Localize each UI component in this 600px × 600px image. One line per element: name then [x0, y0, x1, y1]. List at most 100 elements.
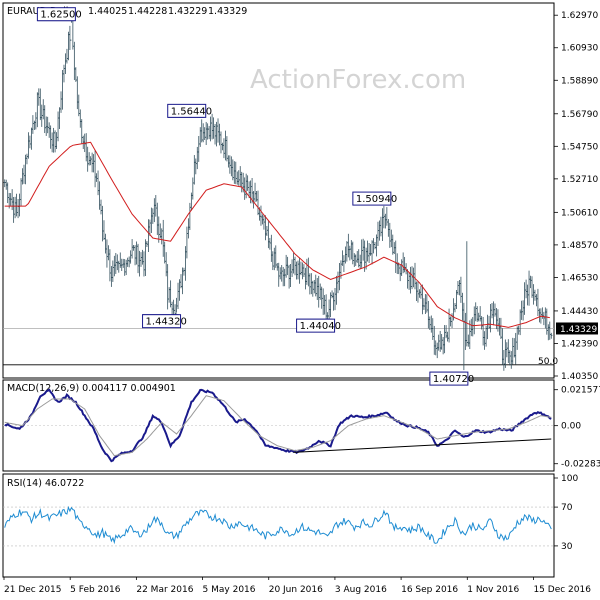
ohlc-bar	[30, 127, 33, 150]
ohlc-bar	[59, 91, 63, 113]
ohlc-bar	[16, 199, 20, 219]
macd-trendline	[293, 438, 552, 453]
ohlc-bar	[79, 109, 82, 128]
ohlc-bar	[64, 53, 67, 74]
ohlc-bar	[430, 315, 433, 333]
ohlc-bar	[77, 94, 80, 117]
ohlc-bar	[163, 241, 166, 264]
ohlc-bar	[47, 122, 51, 138]
ohlc-bar	[437, 334, 440, 351]
ohlc-bar	[73, 41, 76, 81]
ohlc-bar	[284, 254, 288, 278]
ohlc-bar	[441, 337, 445, 355]
ohlc-bar	[116, 254, 119, 271]
ohlc-bar	[151, 208, 155, 224]
ohlc-bar	[530, 276, 534, 298]
ohlc-bar	[350, 240, 353, 260]
rsi-line	[4, 505, 552, 545]
ohlc-bar	[467, 334, 470, 347]
ohlc-bar	[456, 281, 460, 295]
ohlc-bar	[110, 266, 113, 287]
ohlc-bar	[207, 125, 211, 140]
ohlc-bar	[418, 289, 421, 298]
ohlc-bar	[548, 321, 551, 340]
ohlc-bar	[111, 260, 115, 282]
ohlc-bar	[101, 205, 104, 242]
ohlc-bar	[21, 168, 24, 185]
ohlc-bar	[357, 249, 360, 268]
ohlc-bar	[90, 152, 94, 173]
ohlc-bar	[122, 258, 125, 268]
x-tick-label: 3 Aug 2016	[335, 585, 387, 595]
ohlc-bar	[407, 272, 411, 290]
ohlc-bar	[185, 226, 189, 259]
ohlc-bar	[18, 193, 21, 217]
ohlc-bar	[529, 275, 532, 289]
ohlc-bar	[49, 125, 52, 149]
ohlc-bar	[370, 240, 374, 265]
ohlc-bar	[25, 153, 29, 165]
ohlc-bar	[379, 216, 383, 237]
price-annotation: 1.56440	[167, 103, 212, 118]
ohlc-bar	[222, 138, 226, 159]
ohlc-bar	[71, 18, 75, 50]
ohlc-bar	[264, 215, 267, 241]
price-annotation-label: 1.44040	[300, 321, 341, 332]
ohlc-bar	[243, 177, 246, 200]
ohlc-bar	[359, 254, 362, 269]
ohlc-bar	[150, 207, 153, 234]
ohlc-bar	[96, 170, 100, 196]
ohlc-bar	[464, 312, 467, 350]
ohlc-bar	[419, 285, 423, 299]
ohlc-bar	[310, 273, 313, 295]
ohlc-bar	[182, 267, 186, 276]
ohlc-bar	[42, 99, 45, 120]
ohlc-bar	[154, 195, 158, 217]
ohlc-bar	[536, 288, 540, 316]
ohlc-bar	[330, 290, 334, 299]
ohlc-bar	[513, 338, 516, 358]
ohlc-bar	[129, 250, 132, 264]
ohlc-bar	[176, 282, 180, 310]
ohlc-bar	[508, 350, 511, 366]
price-tick-label: 1.44430	[561, 307, 598, 317]
price-annotation-label: 1.40720	[433, 374, 474, 385]
ohlc-bar	[410, 266, 414, 290]
ohlc-bar	[33, 120, 36, 130]
ohlc-bar	[67, 31, 70, 61]
price-tick-label: 1.48570	[561, 241, 598, 251]
ohlc-bar	[511, 337, 514, 365]
ohlc-bar	[196, 146, 199, 170]
price-tick-label: 1.60930	[561, 44, 598, 54]
ohlc-bar	[493, 303, 497, 317]
ohlc-bar	[333, 288, 337, 311]
ohlc-bar	[65, 48, 69, 64]
ohlc-bar	[458, 280, 461, 296]
price-header-open: 1.44025	[88, 6, 127, 17]
ohlc-bar	[187, 218, 190, 239]
ohlc-bar	[34, 112, 38, 130]
ohlc-bar	[136, 243, 140, 274]
ohlc-bar	[68, 25, 72, 51]
price-annotation: 1.44040	[296, 318, 341, 333]
ohlc-bar	[52, 127, 55, 153]
ohlc-bar	[492, 301, 495, 326]
ohlc-bar	[483, 331, 486, 350]
ohlc-bar	[347, 233, 350, 258]
rsi-tick-label: 70	[561, 503, 573, 513]
ohlc-bar	[212, 117, 215, 139]
ohlc-bar	[321, 288, 325, 315]
price-header-low: 1.43229	[168, 6, 207, 17]
ohlc-bar	[204, 121, 208, 146]
ohlc-bar	[398, 264, 402, 282]
ohlc-bar	[267, 221, 270, 249]
ohlc-bar	[378, 220, 381, 241]
ohlc-bar	[80, 119, 83, 144]
ohlc-bar	[36, 92, 39, 128]
price-panel-frame	[2, 2, 555, 379]
ohlc-bar	[329, 292, 332, 318]
ohlc-bar	[239, 166, 242, 187]
ohlc-bar	[156, 202, 159, 235]
ohlc-bar	[314, 274, 317, 297]
